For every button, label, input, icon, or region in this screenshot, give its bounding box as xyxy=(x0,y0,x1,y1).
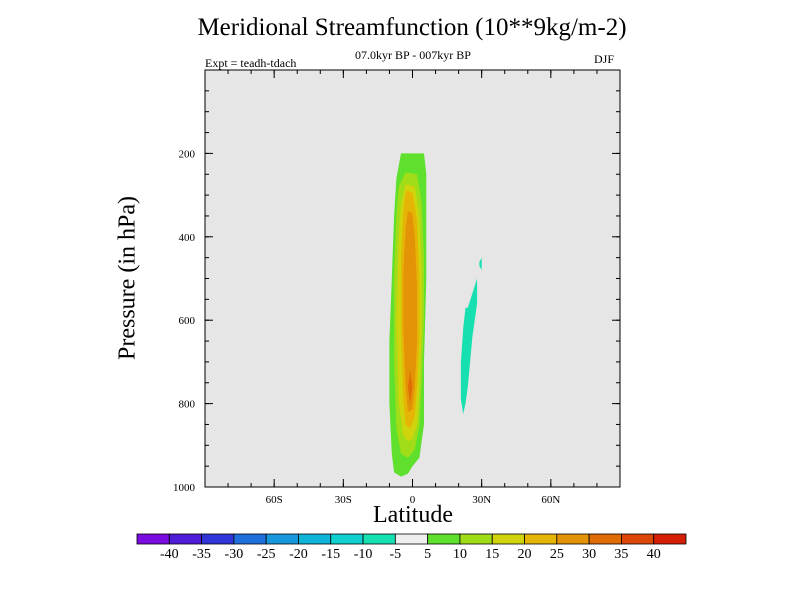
colorbar-label: 40 xyxy=(647,547,661,562)
x-axis-label: Latitude xyxy=(373,502,453,528)
chart-subtitle: 07.0kyr BP - 007kyr BP xyxy=(355,48,471,62)
y-tick-label: 200 xyxy=(179,148,196,160)
colorbar-label: 20 xyxy=(518,547,532,562)
colorbar-label: -35 xyxy=(192,547,211,562)
experiment-label: Expt = teadh-tdach xyxy=(205,56,297,70)
colorbar: -40 -35 -30 -25 -20 -15 -10 -5 5 10 15 20 25 30 35 40 xyxy=(136,533,687,562)
colorbar-label: 5 xyxy=(424,547,431,562)
colorbar-label: 25 xyxy=(550,547,564,562)
contour-band xyxy=(460,278,478,414)
colorbar-swatch xyxy=(427,533,461,545)
colorbar-label: 10 xyxy=(453,547,467,562)
colorbar-label: -15 xyxy=(321,547,340,562)
colorbar-swatch xyxy=(621,533,655,545)
colorbar-swatch xyxy=(459,533,493,545)
colorbar-label: 35 xyxy=(614,547,628,562)
colorbar-swatch xyxy=(588,533,622,545)
colorbar-swatch xyxy=(556,533,590,545)
axes-layer: 60S 30S 0 30N 60N 200 400 600 800 1000 xyxy=(173,69,621,506)
contour-layer xyxy=(389,153,482,477)
y-tick-label: 600 xyxy=(179,315,196,327)
colorbar-label: -25 xyxy=(257,547,276,562)
x-tick-label: 30S xyxy=(335,494,352,506)
y-tick-label: 800 xyxy=(179,399,196,411)
contour-band xyxy=(403,211,418,412)
colorbar-label: -40 xyxy=(160,547,179,562)
y-tick-label: 400 xyxy=(179,232,196,244)
contour-band xyxy=(479,257,482,271)
colorbar-swatch xyxy=(394,533,429,545)
colorbar-label: -5 xyxy=(390,547,402,562)
colorbar-label: -30 xyxy=(225,547,244,562)
y-tick-label: 1000 xyxy=(173,482,196,494)
colorbar-swatch xyxy=(201,533,235,545)
x-tick-label: 60S xyxy=(266,494,283,506)
colorbar-swatch xyxy=(136,533,170,545)
positive-cell-equatorial xyxy=(389,153,427,477)
contour-band xyxy=(407,370,413,404)
colorbar-swatch xyxy=(362,533,396,545)
colorbar-swatch xyxy=(298,533,332,545)
negative-cell-30N xyxy=(460,257,482,414)
x-tick-label: 30N xyxy=(472,494,491,506)
x-tick-label: 0 xyxy=(410,494,416,506)
colorbar-swatch xyxy=(653,533,687,545)
colorbar-swatch xyxy=(168,533,202,545)
colorbar-swatch xyxy=(524,533,558,545)
season-label: DJF xyxy=(594,52,615,66)
colorbar-swatch xyxy=(330,533,364,545)
colorbar-label: 30 xyxy=(582,547,596,562)
colorbar-swatch xyxy=(491,533,525,545)
chart-title: Meridional Streamfunction (10**9kg/m-2) xyxy=(197,14,627,41)
colorbar-label: -20 xyxy=(289,547,308,562)
colorbar-label: 15 xyxy=(485,547,499,562)
colorbar-swatch xyxy=(233,533,267,545)
colorbar-swatch xyxy=(265,533,299,545)
colorbar-label: -10 xyxy=(354,547,373,562)
x-tick-label: 60N xyxy=(541,494,560,506)
